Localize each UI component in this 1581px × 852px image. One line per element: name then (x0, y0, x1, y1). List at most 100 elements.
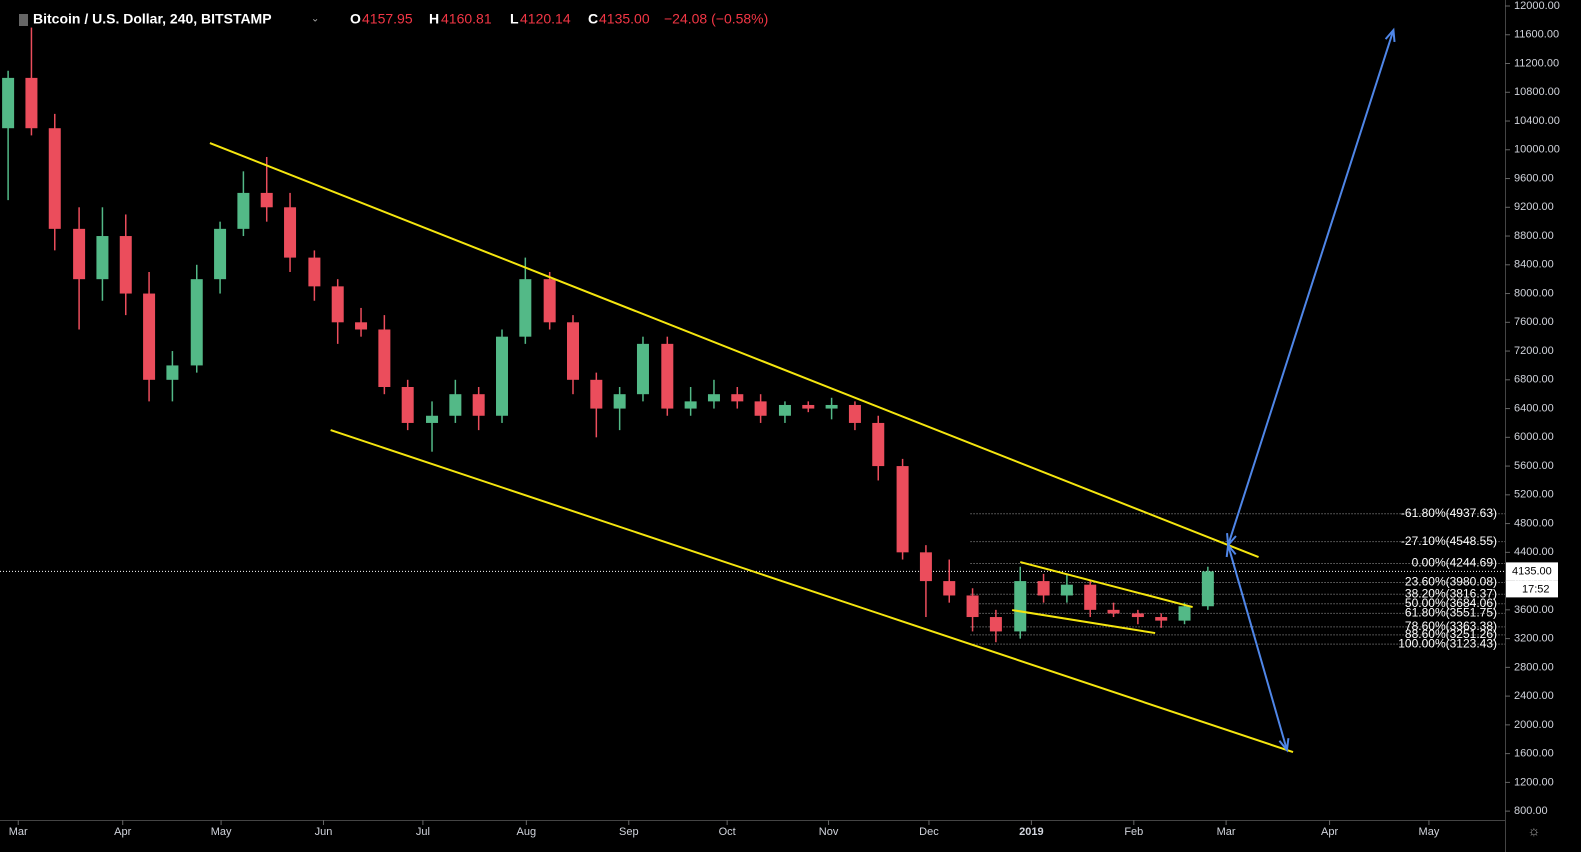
x-tick-label: Oct (719, 826, 736, 838)
candle-body (896, 466, 909, 553)
x-tick-label: Apr (114, 826, 131, 838)
candle-body (331, 286, 344, 323)
candle-body (848, 404, 861, 423)
candle-body (1107, 609, 1120, 614)
candle-body (989, 617, 1002, 632)
fib-label: 88.60%(3251.26) (1405, 627, 1497, 641)
y-tick-label: 7600.00 (1514, 316, 1554, 328)
x-tick-label: Aug (517, 826, 537, 838)
x-tick-label: May (211, 826, 232, 838)
y-tick-label: 8800.00 (1514, 230, 1554, 242)
y-tick-label: 10800.00 (1514, 86, 1560, 98)
y-tick-label: 4800.00 (1514, 517, 1554, 529)
fib-label: 38.20%(3816.37) (1405, 586, 1497, 600)
y-tick-label: 9200.00 (1514, 201, 1554, 213)
fib-label: -61.80%(4937.63) (1401, 506, 1497, 520)
x-tick-label: Nov (819, 826, 839, 838)
countdown: 17:52 (1522, 583, 1550, 595)
candle-body (613, 394, 626, 409)
candle-body (1060, 584, 1073, 596)
y-tick-label: 8000.00 (1514, 287, 1554, 299)
symbol[interactable]: Bitcoin / U.S. Dollar, 240, BITSTAMP (33, 11, 272, 27)
candle-body (237, 192, 250, 229)
candle-body (119, 236, 132, 294)
candle-body (1178, 606, 1191, 621)
close-value: 4135.00 (599, 11, 650, 27)
candle-body (966, 595, 979, 618)
trend-line (1011, 609, 1156, 635)
projection-arrow (1227, 544, 1288, 751)
candle-body (1014, 581, 1027, 632)
candle-body (96, 236, 109, 280)
arrow-head (1225, 542, 1237, 558)
dropdown[interactable]: ⌄ (311, 14, 319, 25)
y-tick-label: 8400.00 (1514, 259, 1554, 271)
y-tick-label: 1200.00 (1514, 776, 1554, 788)
candle-body (449, 394, 462, 416)
fib-label: 0.00%(4244.69) (1412, 556, 1497, 570)
y-tick-label: 4400.00 (1514, 546, 1554, 558)
x-tick-label: Sep (619, 826, 639, 838)
y-tick-label: 5600.00 (1514, 460, 1554, 472)
fib-label: 50.00%(3684.06) (1405, 596, 1497, 610)
x-tick-label: Jul (416, 826, 430, 838)
candle-body (1155, 617, 1168, 621)
y-tick-label: 6000.00 (1514, 431, 1554, 443)
y-tick-label: 2000.00 (1514, 719, 1554, 731)
candle-body (802, 404, 815, 409)
x-tick-label: Apr (1321, 826, 1338, 838)
y-tick-label: 10400.00 (1514, 115, 1560, 127)
trend-line (209, 142, 1259, 559)
y-tick-label: 5200.00 (1514, 489, 1554, 501)
candle-body (661, 343, 674, 409)
last-price-label: 4135.00 (1512, 565, 1552, 577)
y-tick-label: 3200.00 (1514, 633, 1554, 645)
y-tick-label: 1600.00 (1514, 748, 1554, 760)
y-tick-label: 12000.00 (1514, 0, 1560, 12)
open-value: 4157.95 (362, 11, 413, 27)
candle-body (2, 77, 15, 129)
fib-label: 23.60%(3980.08) (1405, 575, 1497, 589)
settings-gear[interactable]: ☼ (1528, 823, 1541, 839)
high-value: 4160.81 (441, 11, 492, 27)
candle-body (543, 279, 556, 323)
x-tick-label: 2019 (1019, 826, 1043, 838)
x-tick-label: May (1419, 826, 1440, 838)
candle-body (496, 336, 509, 416)
candle-body (214, 228, 227, 280)
logo (19, 14, 28, 26)
candle-body (355, 322, 368, 330)
change: −24.08 (−0.58%) (664, 11, 768, 27)
candle-body (519, 279, 532, 337)
y-tick-label: 7200.00 (1514, 345, 1554, 357)
y-tick-label: 11600.00 (1514, 29, 1559, 41)
fib-label: -27.10%(4548.55) (1401, 534, 1497, 548)
candle-body (1084, 584, 1097, 610)
candle-body (919, 552, 932, 582)
candle-body (401, 386, 414, 423)
candle-body (143, 293, 156, 380)
candle-body (1037, 581, 1050, 596)
candle-body (684, 401, 697, 409)
y-tick-label: 3600.00 (1514, 604, 1554, 616)
arrow-head (1278, 738, 1290, 753)
candle-body (566, 322, 579, 380)
trend-line (1019, 561, 1193, 609)
last-price-tag (1506, 562, 1558, 581)
candle-body (707, 394, 720, 402)
candle-body (590, 379, 603, 409)
y-tick-label: 800.00 (1514, 805, 1548, 817)
candle-body (731, 394, 744, 402)
projection-arrow (1227, 29, 1395, 546)
y-tick-label: 10000.00 (1514, 144, 1560, 156)
y-tick-label: 2400.00 (1514, 690, 1554, 702)
candle-body (426, 415, 439, 423)
y-tick-label: 11200.00 (1514, 57, 1559, 69)
x-tick-label: Jun (315, 826, 333, 838)
candle-body (778, 404, 791, 416)
fib-label: 78.60%(3363.38) (1405, 619, 1497, 633)
y-tick-label: 2800.00 (1514, 661, 1554, 673)
